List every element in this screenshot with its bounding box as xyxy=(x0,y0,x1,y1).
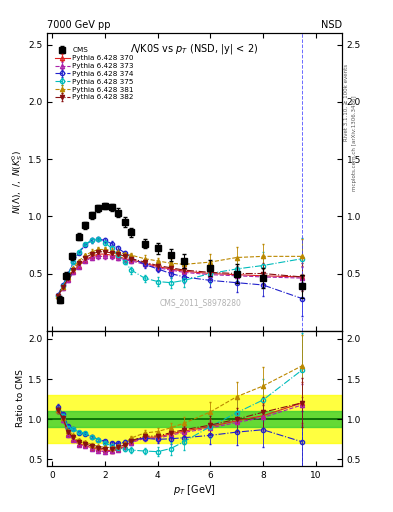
Text: $\Lambda$/K0S vs $p_T$ (NSD, |y| < 2): $\Lambda$/K0S vs $p_T$ (NSD, |y| < 2) xyxy=(130,42,259,56)
Bar xyxy=(47,411,342,428)
Text: CMS_2011_S8978280: CMS_2011_S8978280 xyxy=(160,298,241,307)
Text: Rivet 3.1.10, ≥ 100k events: Rivet 3.1.10, ≥ 100k events xyxy=(344,64,349,141)
Y-axis label: Ratio to CMS: Ratio to CMS xyxy=(16,369,25,427)
Y-axis label: $N(\Lambda),\ /,\ N(K^{0}_{S})$: $N(\Lambda),\ /,\ N(K^{0}_{S})$ xyxy=(10,150,25,214)
Text: mcplots.cern.ch [arXiv:1306.3436]: mcplots.cern.ch [arXiv:1306.3436] xyxy=(352,96,357,191)
X-axis label: $p_T$ [GeV]: $p_T$ [GeV] xyxy=(173,482,216,497)
Text: 7000 GeV pp: 7000 GeV pp xyxy=(47,19,111,30)
Legend: CMS, Pythia 6.428 370, Pythia 6.428 373, Pythia 6.428 374, Pythia 6.428 375, Pyt: CMS, Pythia 6.428 370, Pythia 6.428 373,… xyxy=(52,45,137,103)
Text: NSD: NSD xyxy=(321,19,342,30)
Bar xyxy=(47,395,342,443)
